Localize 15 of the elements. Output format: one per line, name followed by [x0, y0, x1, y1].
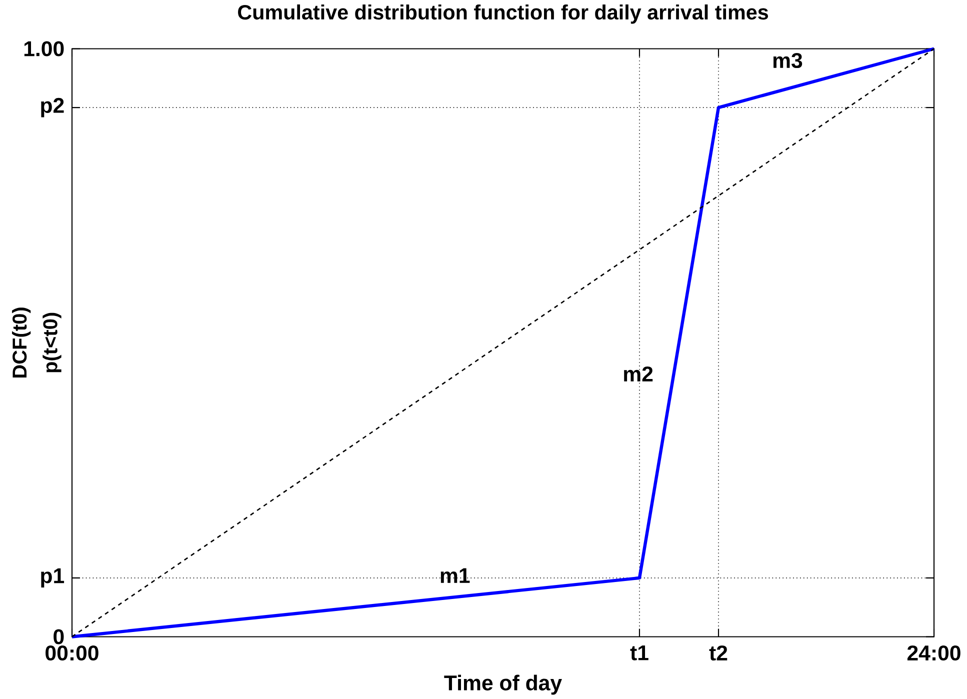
annotation: m1 [440, 568, 470, 583]
chart-title: Cumulative distribution function for daily arrival times [238, 4, 768, 24]
y-tick-label: 0 [54, 629, 64, 644]
y-tick-label: 1.00 [24, 41, 64, 56]
x-tick-label: t1 [630, 645, 648, 660]
text: p(t<t0) [42, 312, 62, 372]
x-tick-label: 00:00 [46, 645, 98, 660]
y-axis-title: DCF(t0) [12, 308, 31, 378]
annotation: m2 [624, 366, 653, 382]
y-tick-label: p2 [41, 98, 64, 118]
x-tick-label: t2 [709, 645, 728, 660]
x-tick-label: 24:00 [907, 645, 960, 660]
annotation: m3 [773, 52, 802, 68]
y-tick-label: p1 [41, 568, 64, 588]
x-axis-title: Time of day [444, 674, 562, 695]
